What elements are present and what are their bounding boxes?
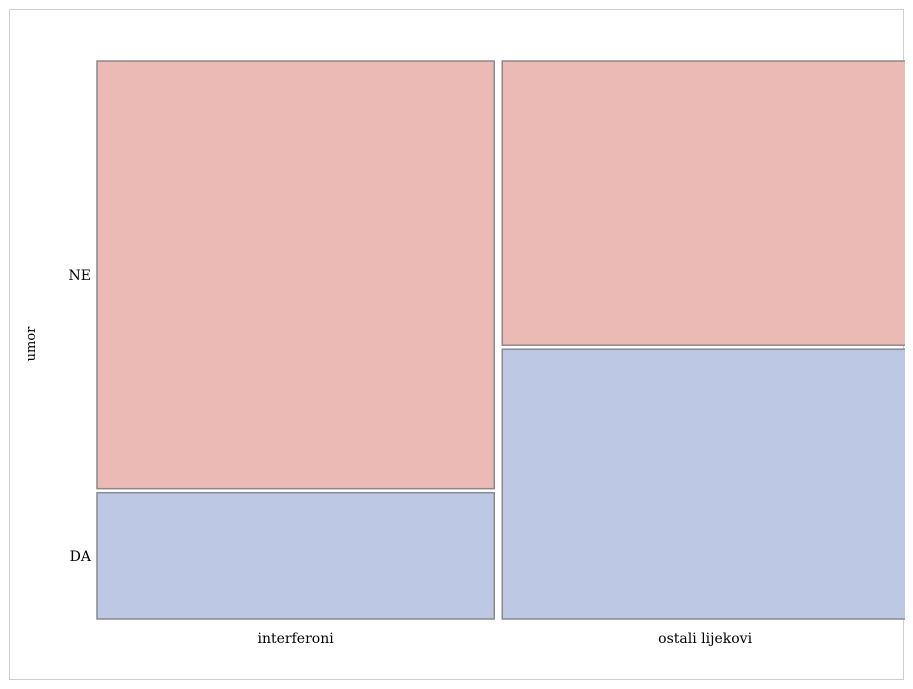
- x-tick-label: ostali lijekovi: [658, 631, 752, 647]
- y-axis-title: umor: [24, 326, 39, 362]
- tile-interferoni-da: [96, 491, 495, 620]
- mosaic-chart: interferoni ostali lijekovi DA NE umor: [24, 60, 905, 647]
- y-tick-label: DA: [70, 549, 92, 565]
- tile-ostali-lijekovi-da: [501, 348, 905, 620]
- tile-ostali-lijekovi-ne: [501, 60, 905, 346]
- y-tick-labels: DA NE: [69, 268, 92, 565]
- mosaic-tiles: [96, 60, 905, 620]
- y-tick-label: NE: [69, 268, 91, 284]
- chart-frame: interferoni ostali lijekovi DA NE umor: [9, 9, 905, 680]
- tile-interferoni-ne: [96, 60, 495, 490]
- x-tick-label: interferoni: [258, 631, 335, 647]
- x-tick-labels: interferoni ostali lijekovi: [258, 631, 753, 647]
